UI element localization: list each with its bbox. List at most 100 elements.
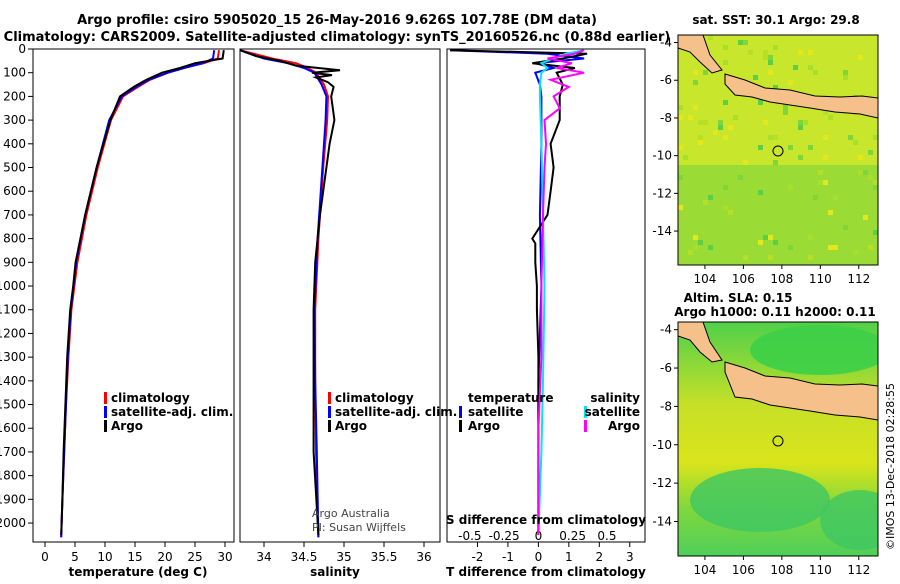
sst-pixel (743, 255, 748, 260)
sst-pixel (698, 135, 703, 140)
sst-map-frame (677, 34, 879, 266)
legend-s-argo-swatch (584, 420, 587, 432)
legend-argo-swatch (104, 420, 107, 432)
x-tick-label: 15 (127, 550, 142, 564)
sst-pixel (783, 110, 788, 115)
legend-satellite-swatch (104, 406, 107, 418)
y-tick-label: 500 (3, 161, 26, 175)
x-tick-label: 35.5 (371, 550, 398, 564)
sst-pixel (843, 75, 848, 80)
title-line-1: Argo profile: csiro 5905020_15 26-May-20… (77, 13, 597, 28)
sst-pixel (823, 155, 828, 160)
sst-pixel (753, 75, 758, 80)
difference-panel: -2 -1 0 1 2 3 -0.5 -0.25 0 0.25 0.5 T difference … (446, 48, 646, 579)
y-tick-label: 1000 (0, 279, 26, 293)
sst-pixel (868, 150, 873, 155)
sla-map-title-1: Altim. SLA: 0.15 (684, 291, 793, 305)
sst-pixel (708, 35, 713, 40)
legend-salinity-title: salinity (590, 391, 640, 405)
difference-axes-frame (446, 48, 646, 543)
map-x-tick-label: 110 (809, 563, 832, 577)
sst-map-title: sat. SST: 30.1 Argo: 29.8 (692, 13, 859, 27)
x-tick-label: 34.5 (291, 550, 318, 564)
legend-climatology-label: climatology (111, 391, 190, 405)
sst-pixel (738, 40, 743, 45)
x-tick-label: 3 (626, 550, 634, 564)
sst-pixel (798, 50, 803, 55)
map-y-tick-label: -6 (660, 361, 672, 375)
series-line-argo (60, 50, 225, 535)
sst-pixel (678, 205, 683, 210)
sst-pixel (808, 50, 813, 55)
s-tick-label: 0 (535, 529, 543, 543)
sst-pixel (788, 185, 793, 190)
sst-pixel (853, 250, 858, 255)
x-tick-label: 35 (336, 550, 351, 564)
sst-pixel (723, 45, 728, 50)
map-y-tick-label: -4 (660, 36, 672, 50)
difference-s-ticks: -0.5 -0.25 0 0.25 0.5 (458, 529, 616, 543)
x-tick-label: -2 (471, 550, 483, 564)
difference-s-label: S difference from climatology (446, 513, 646, 527)
sst-pixel (843, 70, 848, 75)
sst-pixel (803, 120, 808, 125)
series-line-s-argo (537, 49, 585, 535)
sst-pixel (693, 80, 698, 85)
sla-map-low-blob-2 (820, 490, 878, 550)
sst-pixel (703, 70, 708, 75)
sst-pixel (703, 200, 708, 205)
salinity-x-label: salinity (310, 565, 360, 579)
sla-map-java-land (724, 361, 878, 421)
x-tick-label: 20 (157, 550, 172, 564)
sst-pixel (843, 225, 848, 230)
sst-pixel (808, 145, 813, 150)
map-x-tick-label: 108 (770, 272, 793, 286)
x-tick-label: 1 (565, 550, 573, 564)
sst-pixel (758, 190, 763, 195)
sst-pixel (808, 65, 813, 70)
sst-pixel (798, 155, 803, 160)
y-tick-label: 600 (3, 184, 26, 198)
legend-satellite-label: satellite-adj. clim. (335, 405, 457, 419)
sst-pixel (728, 125, 733, 130)
y-tick-label: 1300 (0, 350, 26, 364)
sst-pixel (738, 175, 743, 180)
series-line-climatology (60, 50, 220, 538)
y-tick-label: 1900 (0, 492, 26, 506)
sst-pixel (748, 50, 753, 55)
sst-pixel (813, 195, 818, 200)
sst-pixel (858, 55, 863, 60)
sst-pixel (788, 80, 793, 85)
salinity-x-ticks: 34 34.5 35 35.5 36 (256, 542, 432, 564)
sst-map: sat. SST: 30.1 Argo: 29.8 104 106 108 110 11… (652, 13, 879, 286)
sst-pixel (873, 230, 878, 235)
sst-pixel (763, 235, 768, 240)
legend-s-satellite-swatch (584, 406, 587, 418)
sst-pixel (863, 215, 868, 220)
x-tick-label: 5 (71, 550, 79, 564)
s-tick-label: -0.25 (489, 529, 520, 543)
sst-pixel (703, 120, 708, 125)
map-x-tick-label: 106 (732, 563, 755, 577)
s-tick-label: 0.25 (559, 529, 586, 543)
footer-credit: ©IMOS 13-Dec-2018 02:28:55 (884, 383, 897, 550)
sst-pixel (818, 180, 823, 185)
temperature-axes-frame (32, 48, 235, 543)
sst-pixel (773, 45, 778, 50)
y-tick-label: 1500 (0, 398, 26, 412)
salinity-lines (239, 49, 341, 538)
sst-pixel (758, 100, 763, 105)
sst-pixel (858, 170, 863, 175)
sst-pixel (718, 125, 723, 130)
sst-pixel (823, 110, 828, 115)
y-tick-label: 1100 (0, 303, 26, 317)
sst-pixel (808, 255, 813, 260)
salinity-legend: climatology satellite-adj. clim. Argo (328, 391, 457, 433)
sst-pixel (833, 195, 838, 200)
map-y-tick-label: -14 (652, 224, 672, 238)
sst-pixel (858, 155, 863, 160)
sst-pixel (693, 70, 698, 75)
sst-pixel (873, 180, 878, 185)
sla-map-frame (677, 321, 879, 557)
